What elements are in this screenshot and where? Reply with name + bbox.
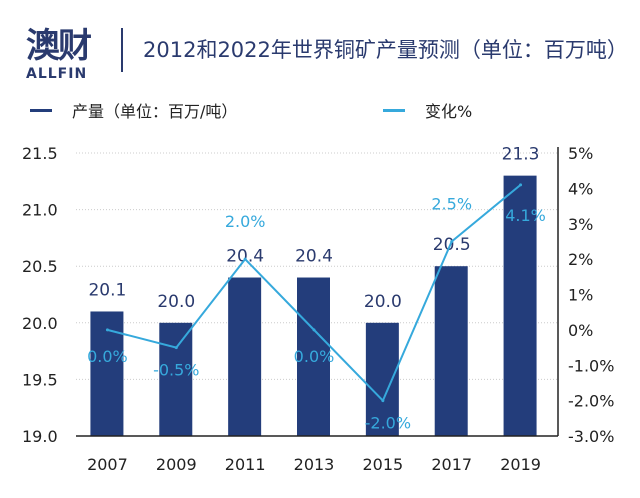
x-tick-label: 2015: [362, 455, 403, 474]
left-tick-label: 19.5: [22, 370, 58, 389]
right-tick-label: 2%: [568, 250, 593, 269]
bar: [159, 322, 193, 436]
x-tick-label: 2011: [225, 455, 266, 474]
legend-label: 产量（单位：百万/吨）: [72, 102, 238, 121]
line-point: [243, 257, 247, 261]
legend-swatch: [383, 108, 405, 112]
line-label: 2.5%: [431, 194, 472, 213]
left-tick-label: 19.0: [22, 427, 58, 446]
right-tick-label: 3%: [568, 215, 593, 234]
bar: [365, 322, 399, 436]
x-tick-label: 2019: [500, 455, 541, 474]
right-tick-label: 1%: [568, 286, 593, 305]
line-point: [450, 239, 454, 243]
line-label: -0.5%: [153, 361, 199, 380]
left-tick-label: 20.0: [22, 314, 58, 333]
line-label: 0.0%: [294, 347, 335, 366]
right-tick-label: 4%: [568, 179, 593, 198]
bar-label: 20.1: [88, 280, 126, 300]
x-tick-label: 2007: [87, 455, 128, 474]
line-label: 2.0%: [225, 212, 266, 231]
legend-item-change: 变化%: [383, 98, 472, 122]
bar-label: 20.4: [226, 247, 264, 267]
left-tick-label: 21.5: [22, 144, 58, 163]
legend-label: 变化%: [425, 102, 473, 121]
line-point: [519, 183, 523, 187]
right-tick-label: -3.0%: [568, 427, 614, 446]
line-point: [174, 346, 178, 350]
right-tick-label: 5%: [568, 144, 593, 163]
bar: [228, 277, 262, 436]
right-tick-label: -2.0%: [568, 392, 614, 411]
line-point: [312, 328, 316, 332]
left-tick-label: 20.5: [22, 257, 58, 276]
bar-label: 20.4: [295, 247, 333, 267]
bar-label: 20.0: [364, 292, 402, 312]
bar: [297, 277, 330, 436]
legend-swatch: [30, 108, 52, 112]
right-tick-label: -1.0%: [568, 356, 614, 375]
bar-label: 21.3: [502, 145, 540, 165]
legend-item-production: 产量（单位：百万/吨）: [30, 98, 237, 122]
x-tick-label: 2013: [294, 455, 335, 474]
x-tick-label: 2017: [431, 455, 472, 474]
bar: [434, 266, 468, 436]
logo-en: ALLFIN: [26, 66, 88, 82]
right-tick-label: 0%: [568, 321, 593, 340]
chart-title: 2012和2022年世界铜矿产量预测（单位：百万吨）: [143, 38, 628, 62]
line-label: -2.0%: [365, 414, 411, 433]
bar: [503, 175, 537, 436]
logo-cn: 澳财: [26, 26, 92, 66]
line-point: [381, 399, 385, 403]
line-label: 4.1%: [505, 206, 546, 225]
left-tick-label: 21.0: [22, 201, 58, 220]
bar-label: 20.5: [433, 235, 471, 255]
bar-label: 20.0: [157, 292, 195, 312]
line-label: 0.0%: [87, 347, 128, 366]
logo: 澳财 ALLFIN: [26, 26, 106, 82]
divider: [121, 28, 123, 72]
line-point: [105, 328, 109, 332]
x-tick-label: 2009: [156, 455, 197, 474]
